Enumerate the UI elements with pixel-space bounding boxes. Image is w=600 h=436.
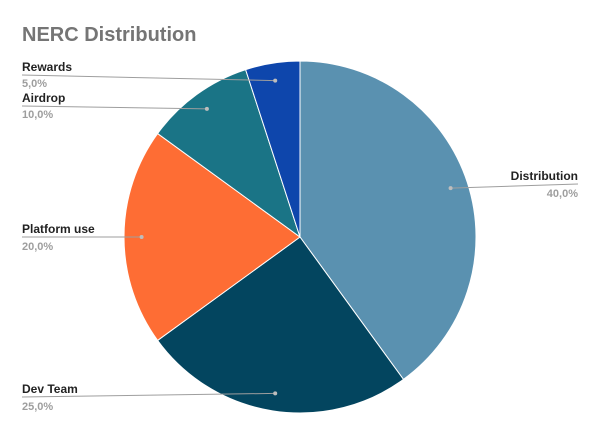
slice-value-dev-team: 25,0% [22,401,53,413]
pie-slice-dev-team [156,236,405,414]
leader-dot-airdrop [204,106,209,111]
leader-dot-dev-team [273,391,278,396]
slice-label-dev-team: Dev Team [22,382,78,396]
slice-label-platform-use: Platform use [22,222,95,236]
leader-line-distribution [450,183,579,189]
leader-line-dev-team [21,392,276,398]
pie-slice-airdrop [156,68,301,239]
slice-value-distribution: 40,0% [547,188,578,200]
slice-value-platform-use: 20,0% [22,241,53,253]
leader-dot-distribution [448,186,453,191]
leader-line-rewards [21,74,276,82]
leader-line-airdrop [21,105,207,110]
chart-title: NERC Distribution [22,24,196,46]
slice-labels: Distribution 40,0% Dev Team 25,0% Platform u… [21,60,579,413]
pie-slices [123,60,477,414]
slice-label-airdrop: Airdrop [22,91,65,105]
slice-value-airdrop: 10,0% [22,109,53,121]
slice-label-rewards: Rewards [22,60,72,74]
pie-slice-distribution [299,60,477,381]
slice-label-distribution: Distribution [511,169,578,183]
leader-dot-platform-use [139,235,144,239]
slice-value-rewards: 5,0% [22,78,47,90]
leader-dot-rewards [273,78,278,83]
pie-slice-rewards [244,60,301,238]
